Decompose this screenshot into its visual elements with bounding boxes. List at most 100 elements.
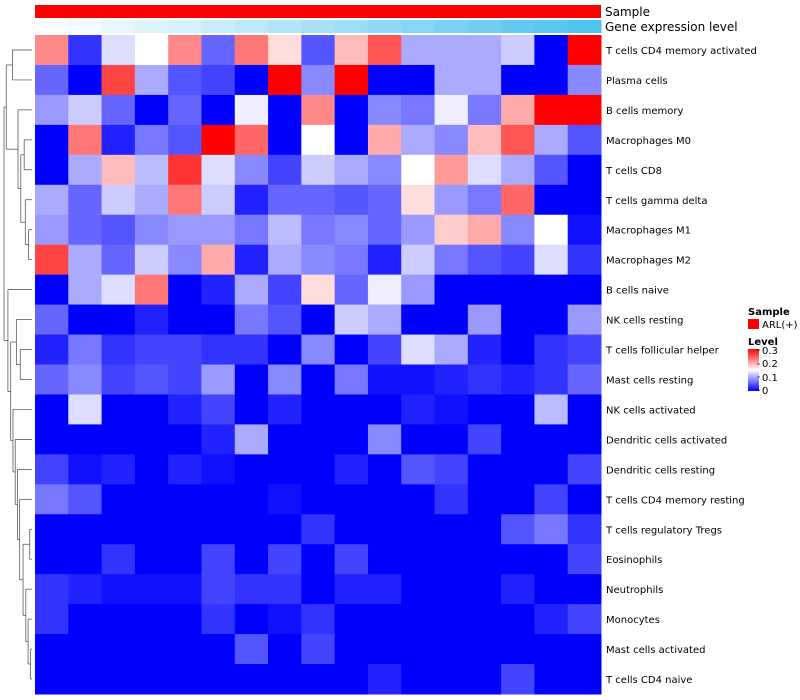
heatmap-cell — [301, 184, 336, 216]
row-label: Macrophages M0 — [606, 136, 691, 147]
heatmap-cell — [334, 94, 369, 126]
heatmap-cell — [534, 124, 569, 156]
heatmap-cell — [101, 664, 136, 695]
heatmap-cell — [268, 304, 302, 336]
heatmap-cell — [68, 35, 103, 66]
heatmap-cell — [168, 94, 202, 126]
heatmap-cell — [68, 274, 103, 306]
row-label: NK cells resting — [606, 316, 683, 327]
heatmap-cell — [134, 604, 169, 635]
heatmap-cell — [201, 424, 236, 455]
heatmap-cell — [134, 394, 169, 425]
heatmap-cell — [168, 35, 202, 66]
heatmap-cell — [534, 424, 569, 455]
heatmap-cell — [367, 304, 402, 336]
heatmap-cell — [134, 634, 169, 665]
heatmap-cell — [68, 214, 103, 246]
heatmap-cell — [168, 664, 202, 695]
heatmap-cell — [467, 634, 502, 665]
heatmap-cell — [434, 544, 469, 575]
heatmap-cell — [134, 274, 169, 306]
heatmap-cell — [101, 124, 136, 156]
heatmap-cell — [35, 214, 69, 246]
heatmap-cell — [401, 94, 436, 126]
heatmap-cell — [101, 154, 136, 186]
heatmap-cell — [334, 214, 369, 246]
heatmap-cell — [567, 304, 602, 336]
expression-annotation-cell — [367, 20, 402, 33]
heatmap-cell — [467, 244, 502, 276]
heatmap-cell — [168, 544, 202, 575]
heatmap-cell — [467, 214, 502, 246]
heatmap-cell — [567, 454, 602, 485]
heatmap-cell — [268, 94, 302, 126]
heatmap-cell — [134, 544, 169, 575]
heatmap-cell — [434, 64, 469, 96]
row-label: T cells gamma delta — [605, 196, 707, 207]
heatmap-cell — [268, 664, 302, 695]
row-dendrogram — [3, 49, 32, 680]
heatmap-cell — [268, 454, 302, 485]
heatmap-cell — [434, 664, 469, 695]
heatmap-cell — [467, 394, 502, 425]
heatmap-cell — [501, 124, 535, 156]
heatmap-cell — [334, 364, 369, 395]
heatmap-cell — [334, 634, 369, 665]
heatmap-cell — [234, 274, 269, 306]
heatmap-cell — [234, 214, 269, 246]
heatmap-cell — [401, 364, 436, 395]
heatmap-cell — [201, 304, 236, 336]
heatmap-cell — [201, 604, 236, 635]
heatmap-cell — [534, 604, 569, 635]
heatmap-cell — [434, 274, 469, 306]
heatmap-cell — [301, 304, 336, 336]
heatmap-cell — [35, 244, 69, 276]
heatmap-cell — [35, 544, 69, 575]
heatmap-cell — [134, 514, 169, 545]
expression-annotation-cell — [434, 20, 469, 33]
heatmap-cell — [301, 154, 336, 186]
heatmap-cell — [367, 154, 402, 186]
row-label: Eosinophils — [606, 555, 662, 566]
heatmap-cell — [201, 214, 236, 246]
heatmap-cell — [35, 484, 69, 515]
heatmap-cell — [101, 574, 136, 605]
heatmap-cell — [101, 604, 136, 635]
heatmap-cell — [301, 35, 336, 66]
heatmap-cell — [367, 244, 402, 276]
legend-sample-title: Sample — [748, 307, 790, 318]
heatmap-cell — [467, 574, 502, 605]
heatmap-cell — [201, 64, 236, 96]
heatmap-cell — [467, 454, 502, 485]
heatmap-cell — [401, 484, 436, 515]
heatmap-cell — [35, 304, 69, 336]
heatmap-cell — [268, 124, 302, 156]
heatmap-cell — [334, 604, 369, 635]
heatmap-cell — [268, 484, 302, 515]
heatmap-cell — [334, 124, 369, 156]
row-label: T cells CD4 memory resting — [605, 495, 745, 506]
heatmap-cell — [367, 604, 402, 635]
row-label: Mast cells activated — [606, 645, 705, 656]
heatmap-cell — [201, 664, 236, 695]
heatmap-cell — [101, 184, 136, 216]
heatmap-cell — [68, 394, 103, 425]
heatmap-cell — [467, 94, 502, 126]
heatmap-cell — [68, 574, 103, 605]
heatmap-cell — [334, 574, 369, 605]
heatmap-cell — [35, 664, 69, 695]
heatmap-cell — [134, 424, 169, 455]
heatmap-cell — [268, 424, 302, 455]
heatmap-cell — [168, 334, 202, 365]
legend-level-tick: 0.3 — [762, 346, 778, 357]
heatmap-cell — [201, 454, 236, 485]
heatmap-cell — [534, 35, 569, 66]
expression-annotation-cell — [501, 20, 535, 33]
heatmap-cell — [434, 184, 469, 216]
heatmap-cell — [567, 184, 602, 216]
expression-annotation-cell — [334, 20, 369, 33]
heatmap-cell — [301, 664, 336, 695]
heatmap-cell — [35, 424, 69, 455]
heatmap-cell — [367, 124, 402, 156]
heatmap-cell — [434, 604, 469, 635]
